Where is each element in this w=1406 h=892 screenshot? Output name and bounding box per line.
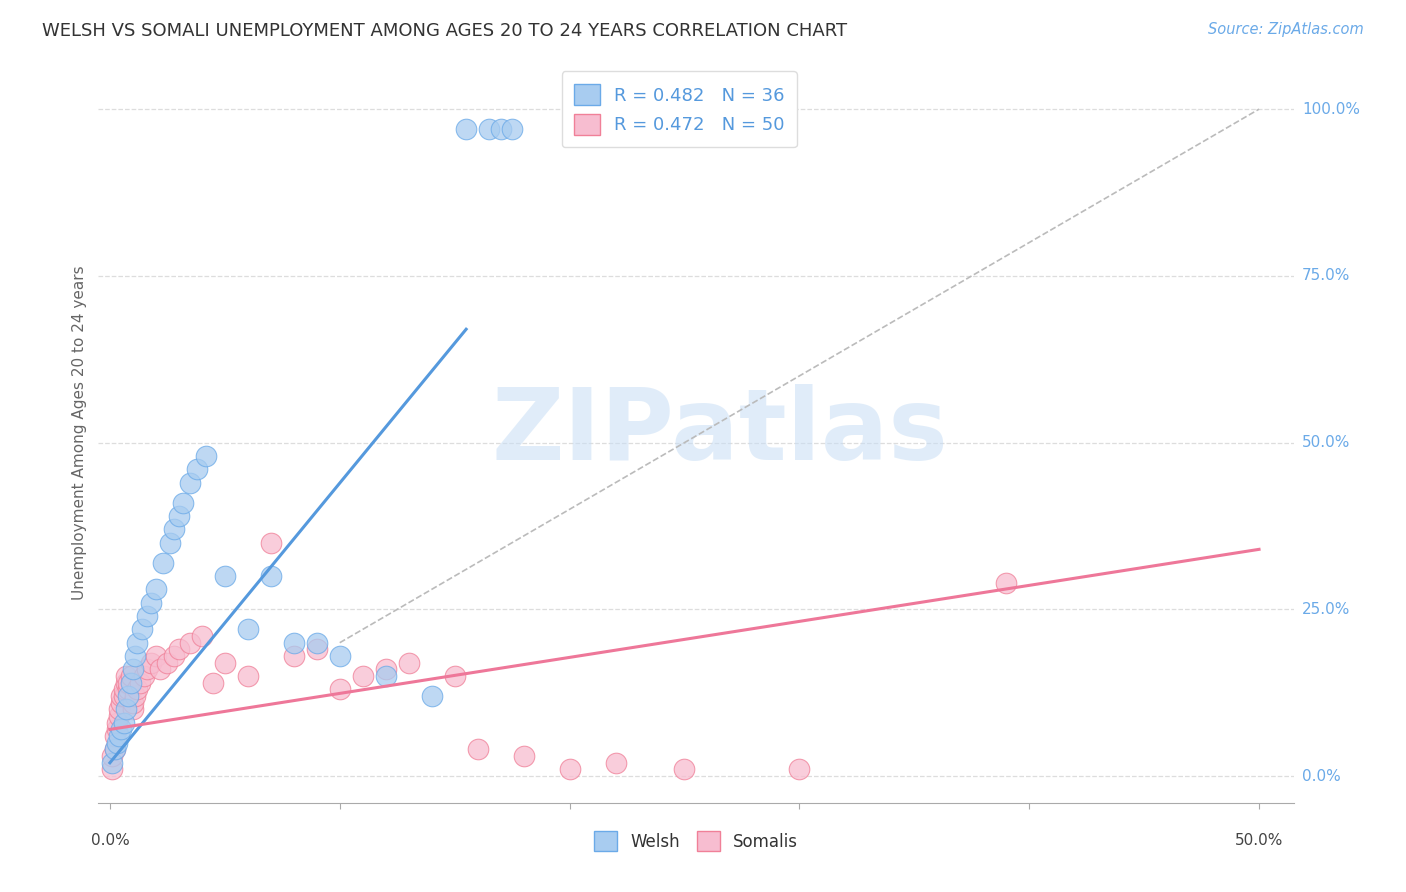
Point [115, 669, 138, 683]
Point [558, 763, 581, 777]
Point [110, 689, 132, 703]
Point [108, 709, 131, 723]
Point [512, 749, 534, 764]
Point [141, 596, 163, 610]
Point [352, 669, 374, 683]
Text: 75.0%: 75.0% [1302, 268, 1350, 284]
Point [283, 636, 305, 650]
Point [202, 675, 225, 690]
Point [172, 496, 194, 510]
Text: Source: ZipAtlas.com: Source: ZipAtlas.com [1208, 22, 1364, 37]
Text: ZIPatlas: ZIPatlas [492, 384, 948, 481]
Point [167, 642, 190, 657]
Point [156, 656, 179, 670]
Point [110, 723, 132, 737]
Point [101, 763, 124, 777]
Point [489, 122, 512, 136]
Text: 50.0%: 50.0% [1234, 833, 1284, 848]
Point [145, 582, 167, 597]
Point [131, 623, 153, 637]
Point [605, 756, 627, 770]
Point [120, 669, 142, 683]
Point [141, 656, 163, 670]
Point [117, 675, 139, 690]
Point [112, 689, 135, 703]
Text: 0.0%: 0.0% [90, 833, 129, 848]
Point [101, 749, 124, 764]
Text: 25.0%: 25.0% [1302, 602, 1350, 617]
Point [159, 535, 181, 549]
Point [283, 648, 305, 663]
Point [152, 556, 174, 570]
Point [329, 682, 352, 697]
Point [236, 623, 259, 637]
Point [101, 756, 124, 770]
Point [179, 636, 201, 650]
Point [374, 669, 396, 683]
Point [122, 662, 145, 676]
Point [127, 636, 149, 650]
Point [163, 648, 186, 663]
Point [135, 662, 157, 676]
Point [103, 742, 125, 756]
Point [117, 689, 139, 703]
Text: 50.0%: 50.0% [1302, 435, 1350, 450]
Point [103, 742, 125, 756]
Point [167, 508, 190, 523]
Point [124, 648, 146, 663]
Point [305, 642, 328, 657]
Point [789, 763, 811, 777]
Point [127, 682, 149, 697]
Point [145, 648, 167, 663]
Point [214, 569, 236, 583]
Point [191, 629, 214, 643]
Point [115, 675, 138, 690]
Point [124, 689, 146, 703]
Point [186, 462, 208, 476]
Point [214, 656, 236, 670]
Legend: Welsh, Somalis: Welsh, Somalis [586, 825, 806, 857]
Point [108, 702, 131, 716]
Point [179, 475, 201, 490]
Point [122, 702, 145, 716]
Point [120, 675, 142, 690]
Point [260, 569, 283, 583]
Point [149, 662, 172, 676]
Point [117, 682, 139, 697]
Y-axis label: Unemployment Among Ages 20 to 24 years: Unemployment Among Ages 20 to 24 years [72, 265, 87, 600]
Point [105, 715, 128, 730]
Text: WELSH VS SOMALI UNEMPLOYMENT AMONG AGES 20 TO 24 YEARS CORRELATION CHART: WELSH VS SOMALI UNEMPLOYMENT AMONG AGES … [42, 22, 848, 40]
Point [398, 656, 420, 670]
Point [329, 648, 352, 663]
Point [443, 669, 465, 683]
Point [305, 636, 328, 650]
Point [260, 535, 283, 549]
Point [105, 723, 128, 737]
Point [995, 575, 1018, 590]
Point [108, 729, 131, 743]
Text: 100.0%: 100.0% [1302, 102, 1360, 117]
Point [110, 696, 132, 710]
Point [122, 696, 145, 710]
Point [501, 122, 523, 136]
Point [128, 675, 150, 690]
Text: 0.0%: 0.0% [1302, 769, 1340, 783]
Point [420, 689, 443, 703]
Point [456, 122, 478, 136]
Point [374, 662, 396, 676]
Point [115, 702, 138, 716]
Point [112, 682, 135, 697]
Point [478, 122, 501, 136]
Point [134, 669, 156, 683]
Point [673, 763, 696, 777]
Point [105, 736, 128, 750]
Point [112, 715, 135, 730]
Point [467, 742, 489, 756]
Point [103, 729, 125, 743]
Point [163, 522, 186, 536]
Point [236, 669, 259, 683]
Point [135, 609, 157, 624]
Point [195, 449, 218, 463]
